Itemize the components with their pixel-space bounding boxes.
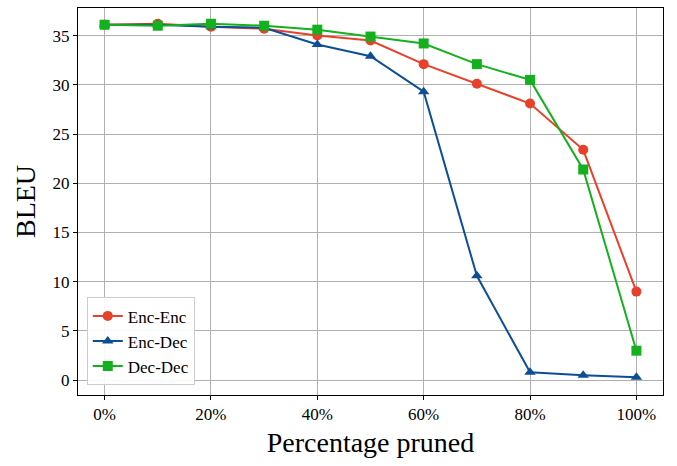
svg-text:0: 0 [61,371,70,390]
svg-text:15: 15 [53,223,70,242]
svg-text:10: 10 [53,273,70,292]
svg-text:Enc-Enc: Enc-Enc [128,308,187,327]
svg-text:Percentage pruned: Percentage pruned [267,427,475,458]
svg-text:100%: 100% [617,405,657,424]
svg-text:5: 5 [61,322,70,341]
svg-text:20: 20 [53,174,70,193]
svg-text:60%: 60% [408,405,439,424]
svg-text:Dec-Dec: Dec-Dec [128,358,189,377]
svg-text:35: 35 [53,27,70,46]
svg-text:0%: 0% [93,405,116,424]
svg-text:20%: 20% [195,405,226,424]
svg-text:80%: 80% [514,405,545,424]
svg-text:Enc-Dec: Enc-Dec [128,333,188,352]
svg-text:25: 25 [53,125,70,144]
svg-text:40%: 40% [302,405,333,424]
svg-text:30: 30 [53,76,70,95]
svg-text:BLEU: BLEU [10,165,41,238]
